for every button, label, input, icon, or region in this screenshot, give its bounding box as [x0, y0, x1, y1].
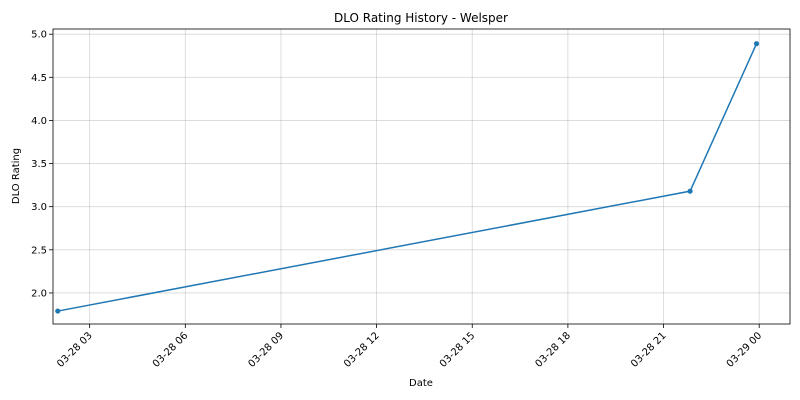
plot-frame — [52, 28, 791, 325]
y-tick-label: 2.5 — [31, 245, 47, 256]
chart-title: DLO Rating History - Welsper — [334, 11, 508, 25]
data-point — [753, 41, 760, 47]
y-tick-label: 5.0 — [31, 30, 47, 41]
y-tick-label: 3.5 — [31, 159, 47, 170]
x-axis-label: Date — [409, 378, 433, 389]
y-tick-label: 3.0 — [31, 202, 47, 213]
y-tick-label: 2.0 — [31, 288, 47, 299]
y-tick-label: 4.5 — [31, 73, 47, 84]
series-layer — [55, 41, 760, 314]
data-point — [55, 308, 61, 314]
grid — [53, 29, 790, 324]
y-axis-label: DLO Rating — [11, 148, 22, 204]
y-axis: 2.0 2.5 3.0 3.5 4.0 4.5 5.0 — [31, 30, 53, 299]
y-tick-label: 4.0 — [31, 116, 47, 127]
data-point — [687, 188, 693, 194]
